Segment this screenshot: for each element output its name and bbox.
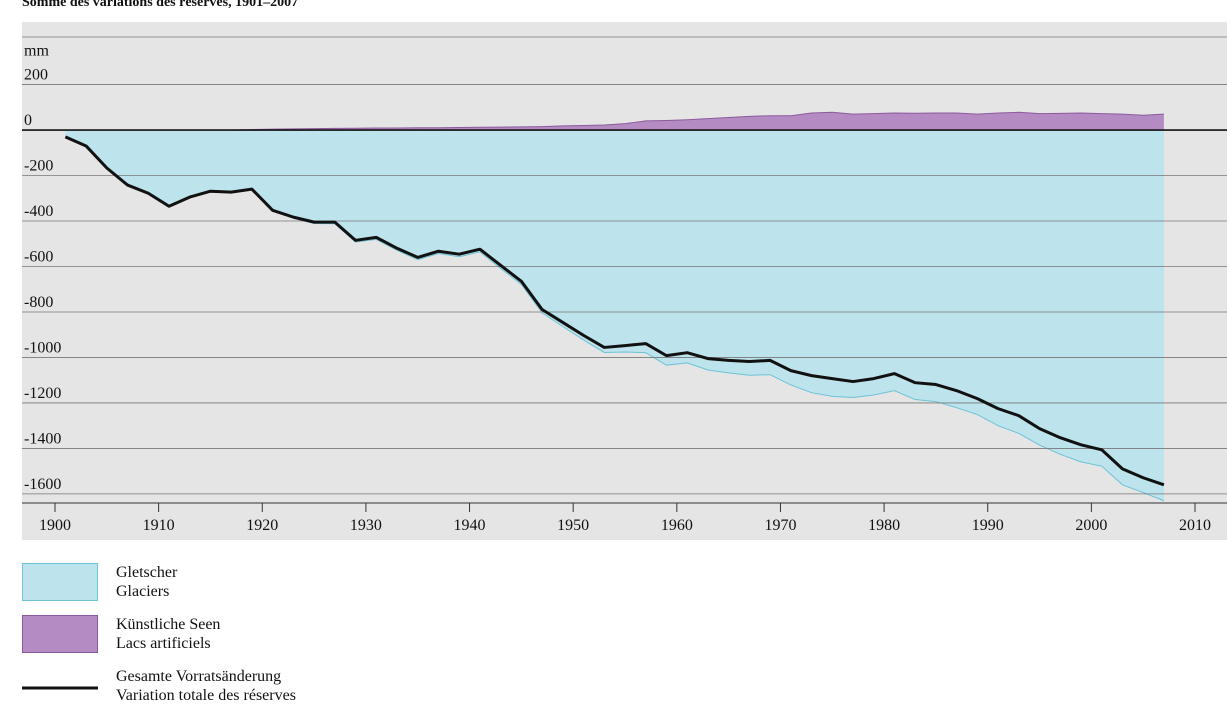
y-tick-label: 0 [24,112,32,129]
x-tick-label: 1970 [764,517,796,534]
y-tick-label: -200 [24,158,53,175]
legend-swatch [22,563,98,601]
y-tick-label: 200 [24,67,48,84]
legend-swatch [22,615,98,653]
x-tick-label: 1900 [39,517,71,534]
x-tick-label: 1930 [350,517,382,534]
x-tick-label: 1960 [661,517,693,534]
y-tick-label: -600 [24,248,53,265]
x-tick-label: 1940 [454,517,486,534]
x-tick-label: 2010 [1179,517,1211,534]
legend-label: Gesamte Vorratsänderung Variation totale… [116,668,296,704]
x-tick-label: 1950 [557,517,589,534]
x-tick-label: 2000 [1075,517,1107,534]
y-tick-label: -400 [24,203,53,220]
y-tick-label: -1200 [24,385,61,402]
x-tick-label: 1920 [246,517,278,534]
y-unit-label: mm [24,43,49,60]
legend-label: Künstliche Seen Lacs artificiels [116,616,221,652]
y-tick-label: -1600 [24,476,61,493]
chart-title: Somme des variations des réserves, 1901–… [22,0,298,10]
y-tick-label: -800 [24,294,53,311]
y-tick-label: -1000 [24,339,61,356]
x-tick-label: 1980 [868,517,900,534]
area [65,130,1164,501]
legend-label: Gletscher Glaciers [116,564,178,600]
y-tick-label: -1400 [24,430,61,447]
total-line [64,135,1165,487]
x-tick-label: 1990 [972,517,1004,534]
area [65,112,1164,131]
x-tick-label: 1910 [143,517,175,534]
